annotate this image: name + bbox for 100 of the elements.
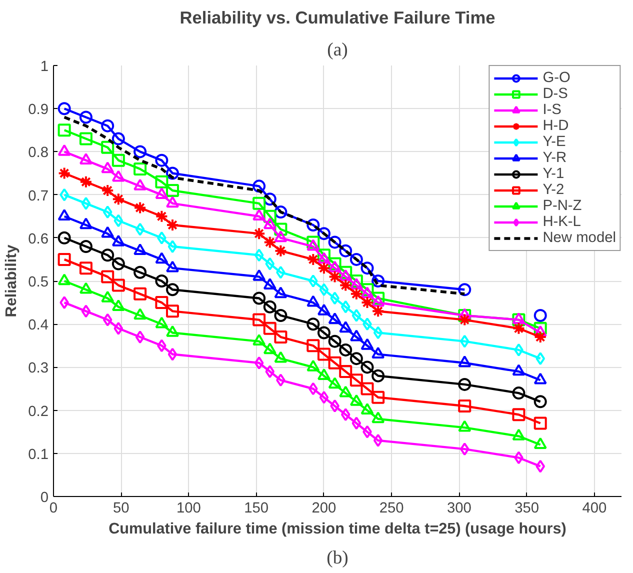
y-tick-label: 0.7 xyxy=(28,188,48,204)
point xyxy=(274,230,288,242)
point xyxy=(458,283,472,296)
point xyxy=(534,372,547,384)
point xyxy=(306,218,320,232)
point xyxy=(58,209,71,221)
point xyxy=(134,287,147,300)
point xyxy=(60,188,69,202)
point xyxy=(317,326,330,340)
point xyxy=(155,274,168,288)
x-tick-label: 300 xyxy=(446,500,472,516)
point xyxy=(79,110,92,124)
point xyxy=(512,428,526,440)
point xyxy=(306,339,320,352)
point xyxy=(372,346,385,358)
point xyxy=(360,402,374,414)
point xyxy=(372,369,385,382)
legend-label: I-S xyxy=(542,102,562,118)
x-tick-label: 350 xyxy=(514,500,540,516)
point xyxy=(317,368,330,380)
point xyxy=(157,339,166,352)
point xyxy=(112,300,125,312)
point xyxy=(514,343,524,356)
chart-title: Reliability vs. Cumulative Failure Time xyxy=(180,8,496,28)
point xyxy=(274,351,288,363)
point xyxy=(135,222,145,236)
legend-label: Y-1 xyxy=(542,166,564,182)
point xyxy=(166,196,180,208)
point xyxy=(350,330,363,342)
point xyxy=(112,234,125,246)
x-tick-label: 150 xyxy=(244,500,269,516)
legend-label: P-N-Z xyxy=(542,198,582,214)
point xyxy=(317,304,330,316)
point xyxy=(514,451,524,464)
point xyxy=(166,260,180,272)
point xyxy=(306,360,320,372)
point xyxy=(328,356,342,370)
point xyxy=(360,360,374,374)
point xyxy=(135,330,145,344)
point xyxy=(317,252,330,264)
point xyxy=(79,262,92,275)
point xyxy=(328,334,342,348)
point xyxy=(58,144,71,156)
point xyxy=(101,226,114,238)
point xyxy=(155,252,168,264)
point xyxy=(81,196,91,210)
text: (a) xyxy=(327,40,348,60)
point xyxy=(458,399,472,412)
point xyxy=(263,210,276,223)
point xyxy=(350,394,363,406)
legend-label: New model xyxy=(542,230,616,246)
legend-label: H-D xyxy=(542,118,569,134)
point xyxy=(534,395,547,408)
point xyxy=(114,322,124,335)
text: (b) xyxy=(326,548,348,568)
point xyxy=(328,260,342,272)
point xyxy=(350,252,363,266)
point xyxy=(263,300,276,314)
point xyxy=(274,222,288,236)
point xyxy=(102,313,112,326)
point xyxy=(134,178,147,190)
point xyxy=(458,356,472,368)
point xyxy=(512,386,526,400)
point xyxy=(112,154,125,167)
point xyxy=(308,382,318,396)
point xyxy=(79,218,92,230)
point xyxy=(58,166,71,180)
point xyxy=(328,377,342,389)
point xyxy=(263,236,276,249)
point xyxy=(274,286,288,298)
point xyxy=(157,231,166,244)
point xyxy=(328,312,342,324)
point xyxy=(166,166,180,180)
point xyxy=(134,243,147,256)
point xyxy=(252,334,266,346)
x-tick-label: 100 xyxy=(176,500,201,516)
x-tick-label: 400 xyxy=(582,500,607,516)
point xyxy=(339,321,352,333)
point xyxy=(102,206,112,219)
y-tick-label: 0.8 xyxy=(28,145,48,162)
point xyxy=(330,292,340,305)
y-tick-label: 0.1 xyxy=(28,446,48,463)
point xyxy=(155,154,168,167)
point xyxy=(252,227,266,240)
point xyxy=(328,270,342,284)
legend-label: Y-E xyxy=(542,134,566,150)
legend-label: H-K-L xyxy=(542,214,581,230)
point xyxy=(168,240,178,254)
point xyxy=(79,282,92,294)
point xyxy=(252,196,266,210)
point xyxy=(306,295,320,307)
point xyxy=(112,192,125,206)
point xyxy=(319,390,329,404)
legend-label: Y-R xyxy=(542,150,567,166)
point xyxy=(360,382,374,396)
x-tick-label: 200 xyxy=(312,500,336,516)
point xyxy=(155,316,168,328)
point xyxy=(274,330,288,344)
point xyxy=(372,295,385,307)
point xyxy=(166,325,180,337)
